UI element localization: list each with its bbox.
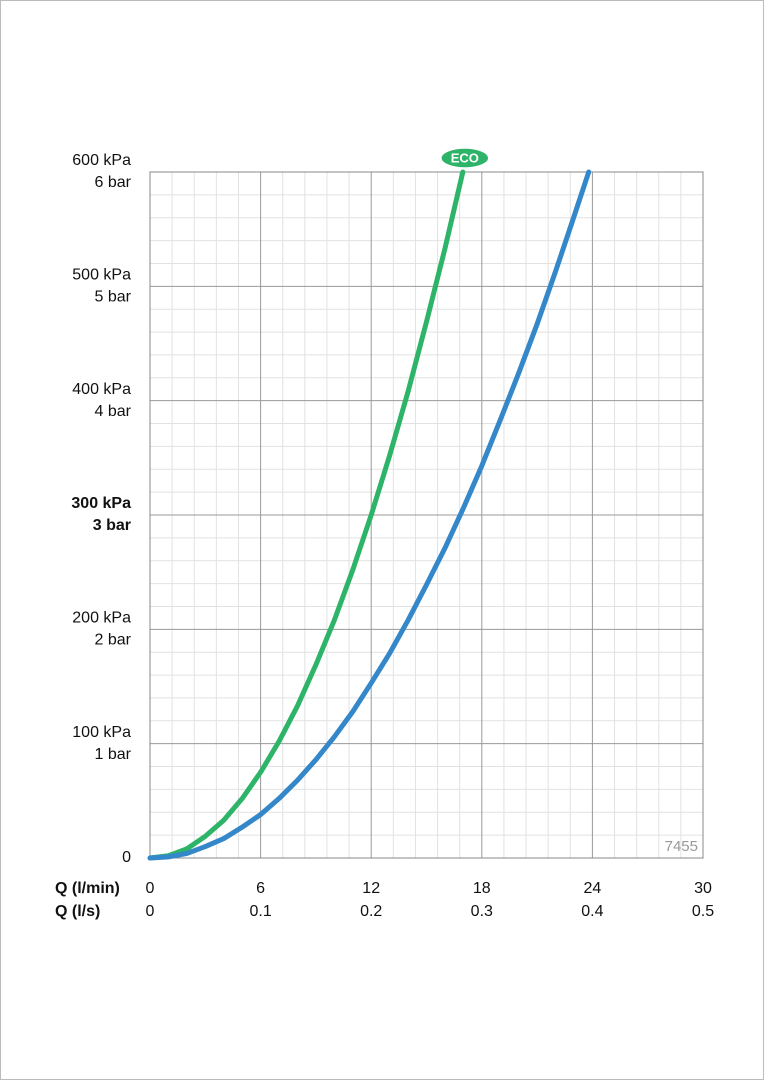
legend-badge — [440, 147, 490, 169]
y-tick-label: 200 kPa — [72, 610, 131, 627]
x-tick-label: 30 — [694, 880, 712, 897]
y2-tick-label: 3 bar — [93, 517, 131, 534]
y-tick-label: 100 kPa — [72, 724, 131, 741]
x2-tick-label: 0.1 — [249, 903, 271, 920]
x2-tick-label: 0.2 — [360, 903, 382, 920]
y-tick-label: 600 kPa — [72, 152, 131, 169]
y-tick-label: 300 kPa — [71, 495, 131, 512]
y2-tick-label: 6 bar — [95, 174, 132, 191]
x2-axis-title: Q (l/s) — [55, 903, 100, 920]
x2-tick-label: 0.5 — [692, 903, 714, 920]
x-tick-label: 24 — [584, 880, 602, 897]
y-tick-label: 400 kPa — [72, 381, 131, 398]
legend-label: ECO — [451, 150, 479, 165]
x-tick-label: 12 — [362, 880, 380, 897]
x-tick-label: 6 — [256, 880, 265, 897]
y2-tick-label: 2 bar — [95, 632, 132, 649]
line — [147, 169, 466, 861]
y2-tick-label: 1 bar — [95, 746, 132, 763]
y-tick-label: 500 kPa — [72, 267, 131, 284]
y-tick-label: 0 — [122, 849, 131, 866]
x2-tick-label: 0.3 — [471, 903, 493, 920]
y2-tick-label: 4 bar — [95, 403, 132, 420]
x-tick-label: 18 — [473, 880, 491, 897]
x2-tick-label: 0 — [146, 903, 155, 920]
y2-tick-label: 5 bar — [95, 289, 132, 306]
x2-tick-label: 0.4 — [581, 903, 603, 920]
annotation: 7455 — [665, 838, 698, 855]
line — [147, 169, 592, 861]
x-axis-title: Q (l/min) — [55, 880, 120, 897]
plot-frame — [149, 171, 704, 859]
x-tick-label: 0 — [146, 880, 155, 897]
